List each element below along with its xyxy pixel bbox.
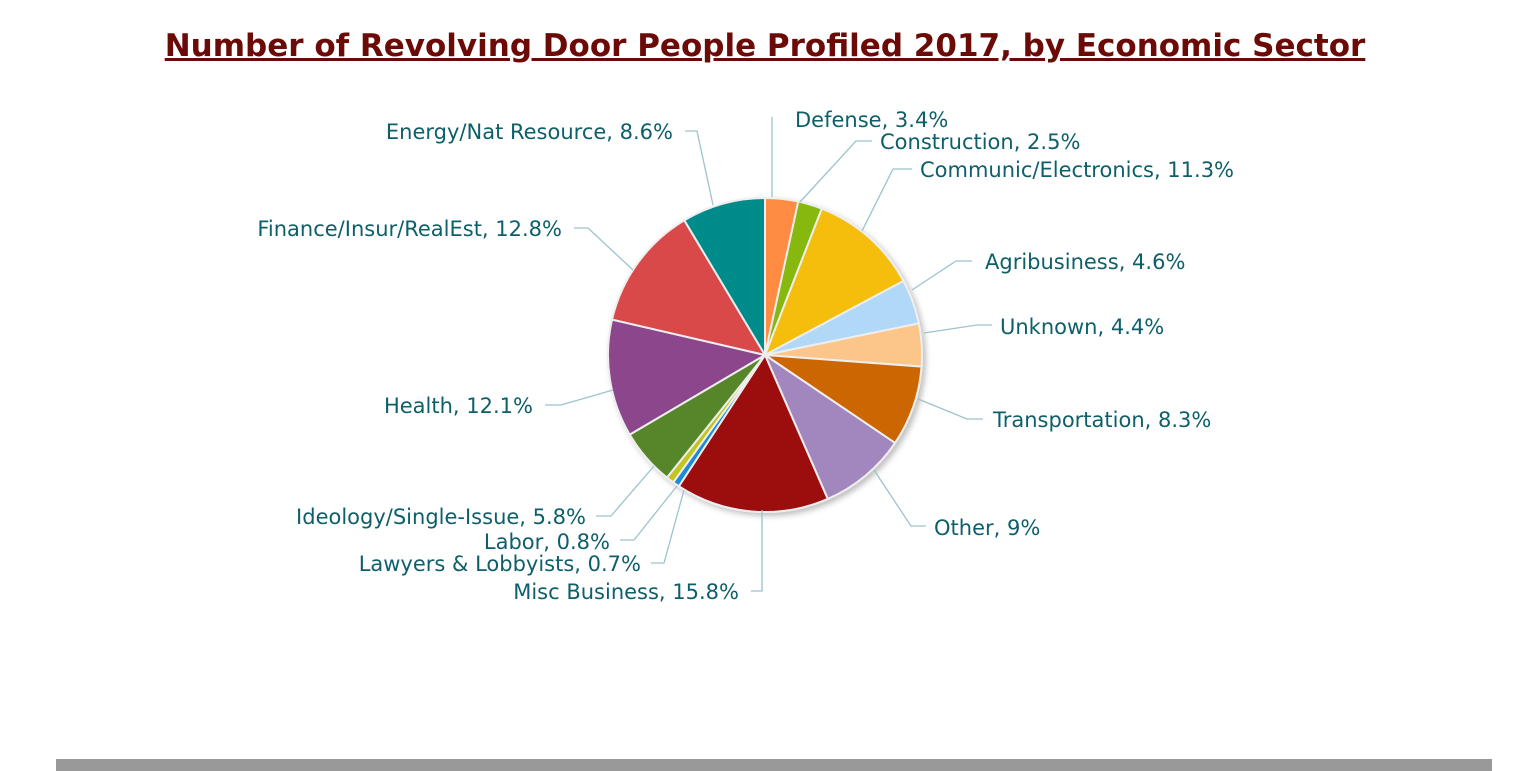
slice-label: Health, 12.1% [384, 394, 533, 418]
leader-line [574, 227, 634, 271]
leader-line [685, 130, 714, 206]
pie-slice-misc-business[interactable] [677, 352, 830, 513]
pie-slice-health[interactable] [607, 318, 768, 437]
slice-label: Misc Business, 15.8% [513, 580, 739, 604]
slice-label: Communic/Electronics, 11.3% [920, 158, 1234, 182]
slice-label: Unknown, 4.4% [1000, 315, 1164, 339]
leader-line [799, 140, 872, 203]
leader-line [545, 389, 614, 406]
slice-label: Labor, 0.8% [484, 530, 610, 554]
bottom-scroll-bar [56, 759, 1492, 771]
leader-line [917, 398, 983, 420]
pie-slice-communic-electronics[interactable] [763, 207, 905, 358]
leader-line [651, 489, 685, 564]
leader-line [620, 485, 678, 541]
slice-label: Other, 9% [934, 516, 1040, 540]
chart-title: Number of Revolving Door People Profiled… [164, 28, 1366, 64]
slice-label: Agribusiness, 4.6% [985, 250, 1185, 274]
slice-label: Transportation, 8.3% [992, 408, 1211, 432]
slice-label: Energy/Nat Resource, 8.6% [386, 120, 673, 144]
leader-line [861, 168, 912, 232]
pie-slice-energy-nat-resource[interactable] [682, 196, 766, 359]
leader-line [596, 465, 655, 517]
pie-slices [607, 196, 923, 513]
slice-label: Finance/Insur/RealEst, 12.8% [257, 217, 562, 241]
pie-slice-other[interactable] [762, 352, 897, 501]
slice-label: Construction, 2.5% [880, 130, 1080, 154]
slice-label: Defense, 3.4% [795, 108, 948, 132]
slice-label: Lawyers & Lobbyists, 0.7% [359, 552, 641, 576]
pie-slice-finance-insur-realest[interactable] [610, 218, 768, 357]
leader-line [911, 260, 972, 291]
leader-line [923, 324, 992, 334]
slice-label: Ideology/Single-Issue, 5.8% [296, 505, 586, 529]
leader-line [751, 510, 763, 592]
leader-line [873, 469, 926, 527]
